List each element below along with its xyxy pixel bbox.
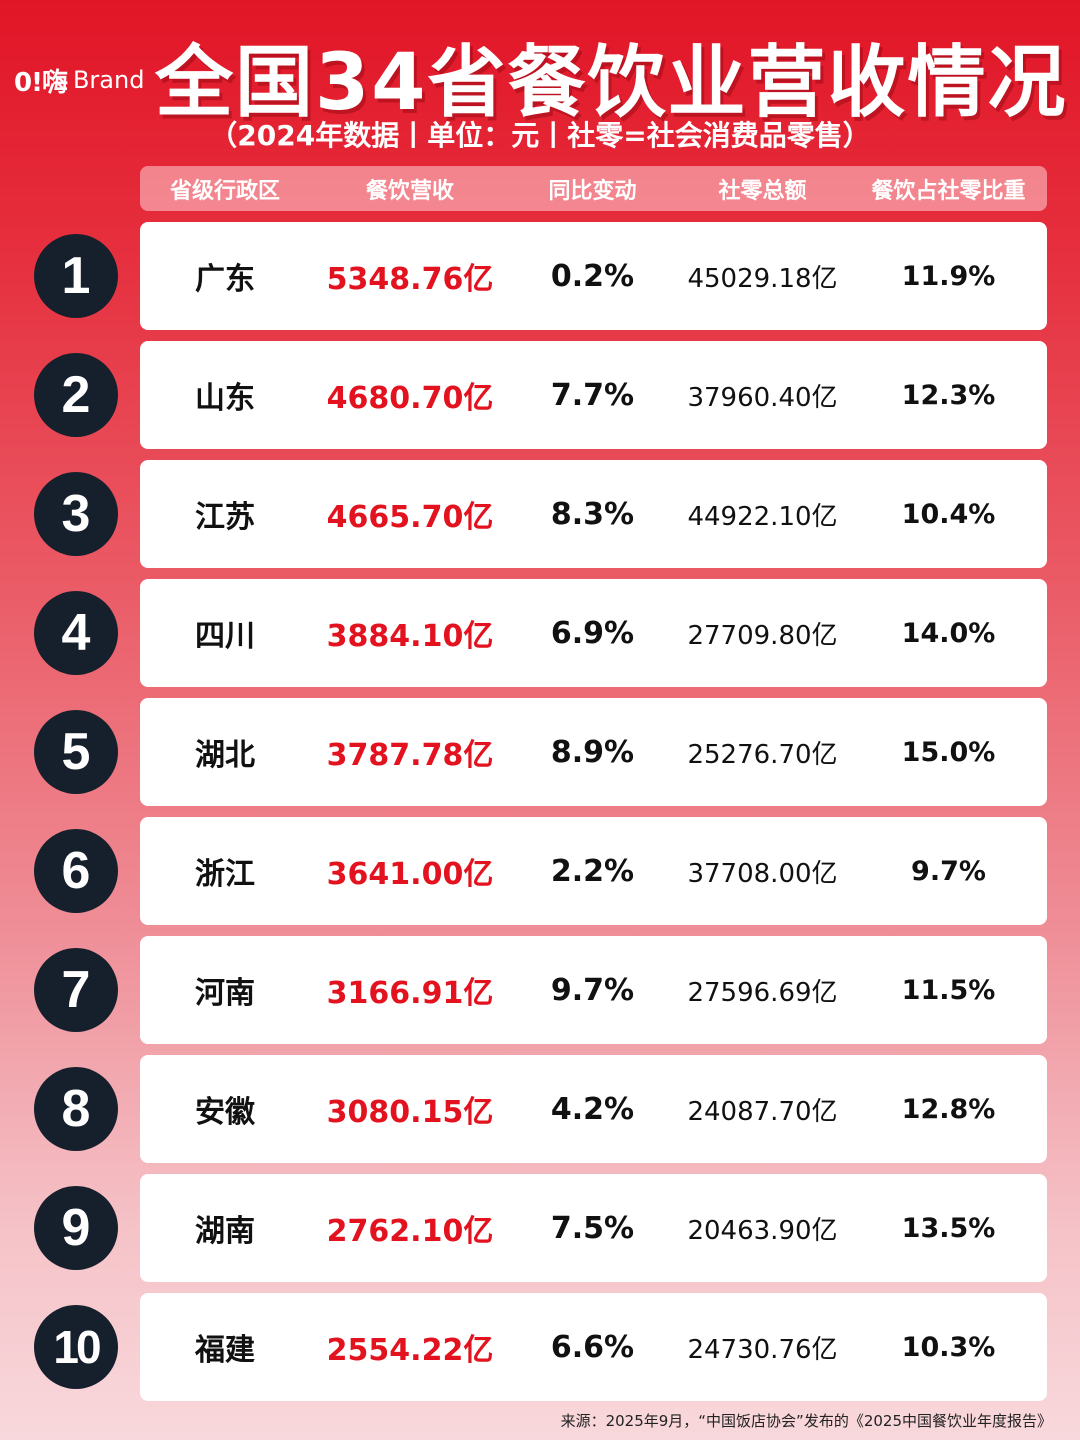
row-card: 浙江 3641.00亿 2.2% 37708.00亿 9.7% (140, 817, 1047, 925)
retail-total-cell: 24087.70亿 (687, 1096, 838, 1127)
table-row: 9 湖南 2762.10亿 7.5% 20463.90亿 13.5% (0, 1174, 1080, 1282)
table-row: 8 安徽 3080.15亿 4.2% 24087.70亿 12.8% (0, 1055, 1080, 1163)
revenue-cell: 2762.10亿 (326, 1214, 494, 1249)
rank-badge: 4 (34, 591, 118, 675)
retail-total-cell: 27709.80亿 (687, 620, 838, 651)
rank-badge: 3 (34, 472, 118, 556)
table-header: 省级行政区 餐饮营收 同比变动 社零总额 餐饮占社零比重 (140, 166, 1047, 211)
table-row: 6 浙江 3641.00亿 2.2% 37708.00亿 9.7% (0, 817, 1080, 925)
row-card: 山东 4680.70亿 7.7% 37960.40亿 12.3% (140, 341, 1047, 449)
table-row: 10 福建 2554.22亿 6.6% 24730.76亿 10.3% (0, 1293, 1080, 1401)
row-card: 河南 3166.91亿 9.7% 27596.69亿 11.5% (140, 936, 1047, 1044)
table-row: 4 四川 3884.10亿 6.9% 27709.80亿 14.0% (0, 579, 1080, 687)
yoy-cell: 8.3% (550, 496, 635, 532)
row-card: 四川 3884.10亿 6.9% 27709.80亿 14.0% (140, 579, 1047, 687)
rank-badge: 2 (34, 353, 118, 437)
province-cell: 浙江 (195, 857, 255, 892)
yoy-cell: 2.2% (550, 853, 635, 889)
rank-badge: 1 (34, 234, 118, 318)
yoy-cell: 9.7% (550, 972, 635, 1008)
rank-badge: 8 (34, 1067, 118, 1151)
source-note: 来源：2025年9月，“中国饭店协会”发布的《2025中国餐饮业年度报告》 (560, 1412, 1052, 1430)
revenue-cell: 3641.00亿 (326, 857, 494, 892)
revenue-cell: 4680.70亿 (326, 381, 494, 416)
yoy-cell: 7.7% (550, 377, 635, 413)
row-card: 广东 5348.76亿 0.2% 45029.18亿 11.9% (140, 222, 1047, 330)
rank-badge: 6 (34, 829, 118, 913)
page-subtitle: （2024年数据丨单位：元丨社零=社会消费品零售） (209, 119, 871, 152)
yoy-cell: 6.9% (550, 615, 635, 651)
revenue-cell: 3787.78亿 (326, 738, 494, 773)
province-cell: 湖南 (195, 1214, 255, 1249)
yoy-cell: 0.2% (550, 258, 635, 294)
revenue-cell: 4665.70亿 (326, 500, 494, 535)
retail-total-cell: 44922.10亿 (687, 501, 838, 532)
rank-badge: 7 (34, 948, 118, 1032)
revenue-cell: 3080.15亿 (326, 1095, 494, 1130)
yoy-cell: 8.9% (550, 734, 635, 770)
retail-total-cell: 25276.70亿 (687, 739, 838, 770)
column-header-share: 餐饮占社零比重 (871, 178, 1026, 204)
column-header-retail-total: 社零总额 (718, 178, 807, 204)
brand-logo: 0!嗨 Brand (14, 62, 144, 98)
province-cell: 河南 (195, 976, 255, 1011)
share-cell: 9.7% (911, 855, 986, 887)
retail-total-cell: 37960.40亿 (687, 382, 838, 413)
row-card: 江苏 4665.70亿 8.3% 44922.10亿 10.4% (140, 460, 1047, 568)
retail-total-cell: 20463.90亿 (687, 1215, 838, 1246)
logo-mark: 0!嗨 (14, 67, 68, 98)
share-cell: 10.4% (901, 498, 996, 530)
rank-badge: 5 (34, 710, 118, 794)
share-cell: 12.8% (901, 1093, 996, 1125)
province-cell: 山东 (195, 381, 255, 416)
row-card: 福建 2554.22亿 6.6% 24730.76亿 10.3% (140, 1293, 1047, 1401)
share-cell: 10.3% (901, 1331, 996, 1363)
province-cell: 福建 (195, 1333, 255, 1368)
table-row: 5 湖北 3787.78亿 8.9% 25276.70亿 15.0% (0, 698, 1080, 806)
share-cell: 12.3% (901, 379, 996, 411)
revenue-cell: 2554.22亿 (326, 1333, 494, 1368)
column-header-yoy: 同比变动 (548, 178, 637, 204)
column-header-province: 省级行政区 (169, 178, 280, 204)
row-card: 湖北 3787.78亿 8.9% 25276.70亿 15.0% (140, 698, 1047, 806)
province-cell: 江苏 (195, 500, 255, 535)
rank-badge: 10 (34, 1305, 118, 1389)
yoy-cell: 7.5% (550, 1210, 635, 1246)
yoy-cell: 6.6% (550, 1329, 635, 1365)
province-cell: 四川 (195, 619, 255, 654)
province-cell: 湖北 (195, 738, 255, 773)
province-cell: 广东 (195, 262, 255, 297)
table-row: 1 广东 5348.76亿 0.2% 45029.18亿 11.9% (0, 222, 1080, 330)
province-cell: 安徽 (195, 1095, 255, 1130)
retail-total-cell: 45029.18亿 (687, 263, 838, 294)
row-card: 湖南 2762.10亿 7.5% 20463.90亿 13.5% (140, 1174, 1047, 1282)
ranking-list: 1 广东 5348.76亿 0.2% 45029.18亿 11.9% 2 山东 … (0, 222, 1080, 1412)
share-cell: 11.5% (901, 974, 996, 1006)
column-header-revenue: 餐饮营收 (365, 178, 454, 204)
retail-total-cell: 27596.69亿 (687, 977, 838, 1008)
revenue-cell: 3884.10亿 (326, 619, 494, 654)
logo-brand-text: Brand (72, 66, 145, 94)
share-cell: 13.5% (901, 1212, 996, 1244)
retail-total-cell: 24730.76亿 (687, 1334, 838, 1365)
table-row: 2 山东 4680.70亿 7.7% 37960.40亿 12.3% (0, 341, 1080, 449)
row-card: 安徽 3080.15亿 4.2% 24087.70亿 12.8% (140, 1055, 1047, 1163)
share-cell: 14.0% (901, 617, 996, 649)
revenue-cell: 3166.91亿 (326, 976, 494, 1011)
table-row: 3 江苏 4665.70亿 8.3% 44922.10亿 10.4% (0, 460, 1080, 568)
revenue-cell: 5348.76亿 (326, 262, 494, 297)
share-cell: 15.0% (901, 736, 996, 768)
rank-badge: 9 (34, 1186, 118, 1270)
share-cell: 11.9% (901, 260, 996, 292)
retail-total-cell: 37708.00亿 (687, 858, 838, 889)
yoy-cell: 4.2% (550, 1091, 635, 1127)
page-title: 全国34省餐饮业营收情况 (155, 38, 1068, 128)
table-row: 7 河南 3166.91亿 9.7% 27596.69亿 11.5% (0, 936, 1080, 1044)
